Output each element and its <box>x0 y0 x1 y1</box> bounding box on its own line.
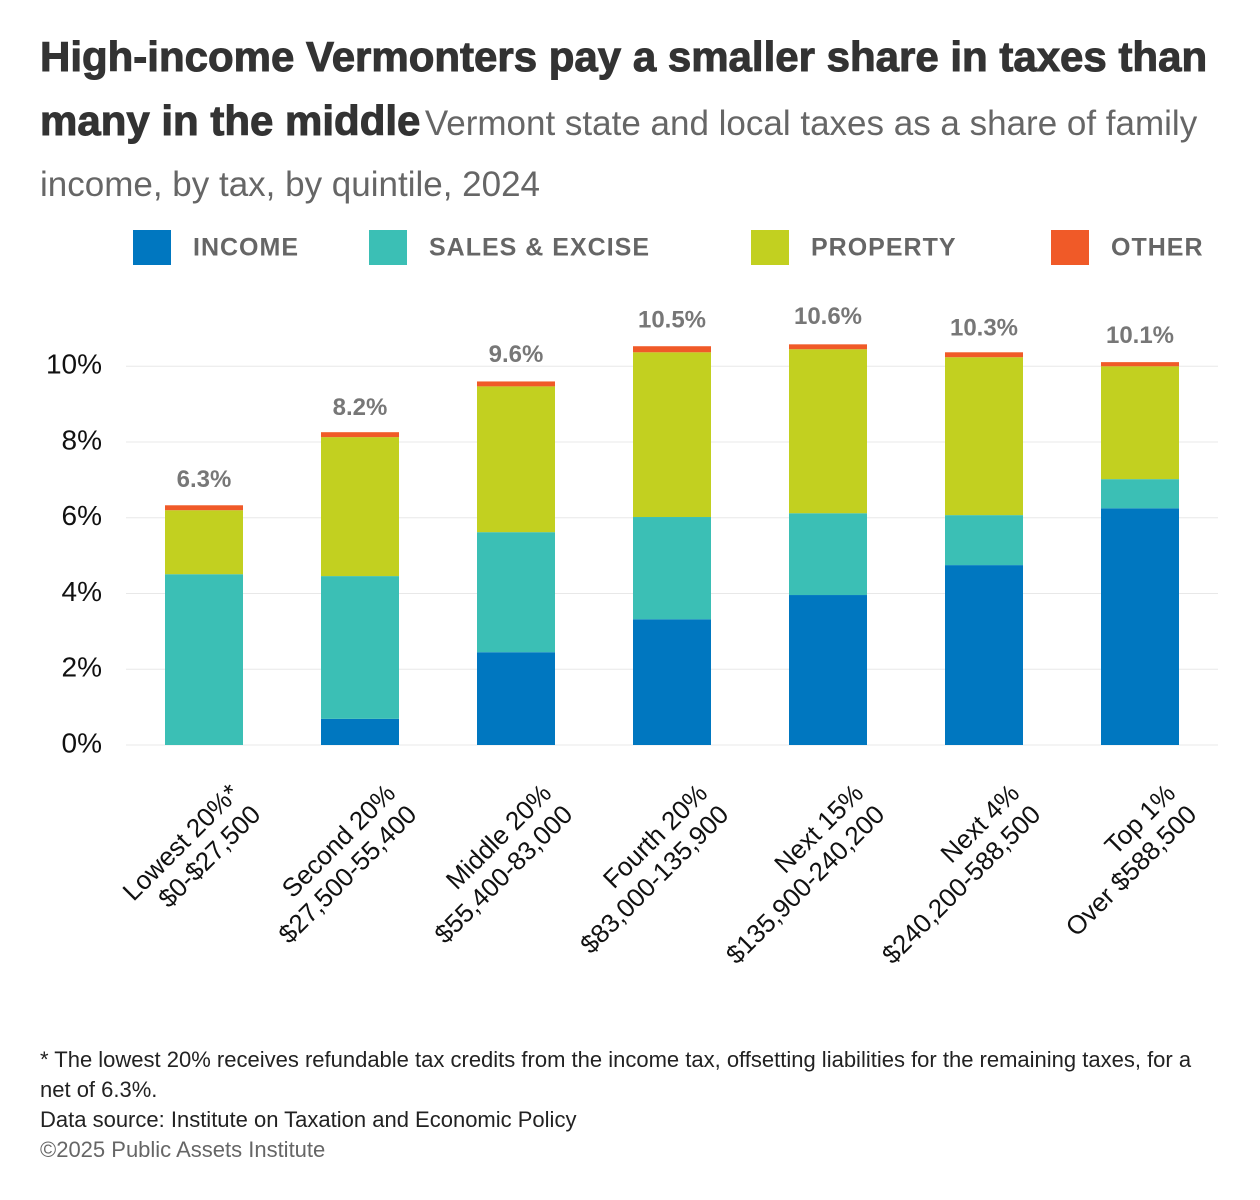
legend-swatch <box>1051 230 1089 265</box>
bar-segment <box>945 565 1023 745</box>
bar-segment <box>477 532 555 653</box>
total-label: 9.6% <box>489 341 544 368</box>
bar-segment <box>789 349 867 514</box>
bar-segment <box>633 352 711 518</box>
bar-segment <box>321 432 399 438</box>
total-label: 10.3% <box>950 314 1018 341</box>
header: High-income Vermonters pay a smaller sha… <box>39 30 1230 219</box>
x-tick-label-group: Next 4%$240,200-588,500 <box>876 778 1046 970</box>
y-tick-label: 2% <box>62 652 102 683</box>
bar-segment <box>165 510 243 575</box>
source: Data source: Institute on Taxation and E… <box>40 1107 577 1132</box>
bar-segment <box>477 652 555 745</box>
y-tick-label: 10% <box>46 349 102 380</box>
x-tick-label-group: Fourth 20%$83,000-135,900 <box>574 778 734 959</box>
legend-label: INCOME <box>193 234 299 262</box>
legend-label: OTHER <box>1111 234 1204 262</box>
bar-segment <box>633 346 711 353</box>
bar-segment <box>945 352 1023 358</box>
bar-segment <box>789 513 867 596</box>
total-label: 10.1% <box>1106 322 1174 349</box>
bar-segment <box>633 517 711 620</box>
bar-segment <box>477 381 555 387</box>
bar-segment <box>1101 366 1179 480</box>
total-label: 8.2% <box>333 394 388 421</box>
bar-segment <box>165 574 243 745</box>
bar-segment <box>1101 479 1179 509</box>
chart-subtitle: Vermont state and local taxes as a share… <box>40 104 1198 204</box>
bar-segment <box>165 505 243 511</box>
bar-segment <box>477 386 555 533</box>
bar-segment <box>321 437 399 577</box>
legend-label: PROPERTY <box>811 234 957 262</box>
bar-segment <box>789 595 867 745</box>
legend-swatch <box>369 230 407 265</box>
bar-segment <box>1101 362 1179 367</box>
x-tick-label-group: Top 1%Over $588,500 <box>1059 778 1202 942</box>
bar-segment <box>321 718 399 745</box>
x-tick-label-group: Middle 20%$55,400-83,000 <box>428 778 578 949</box>
bar-segment <box>633 619 711 745</box>
bar-segment <box>789 344 867 350</box>
bar-segment <box>321 576 399 719</box>
y-tick-label: 6% <box>62 500 102 531</box>
chart-title: High-income Vermonters pay a smaller sha… <box>39 33 1208 145</box>
legend-label: SALES & EXCISE <box>429 234 650 262</box>
bar-segment <box>945 357 1023 516</box>
y-tick-label: 0% <box>62 727 102 758</box>
chart: 0% 2% 4% 6% 8% 10% INCOME SALES & EXCISE PROPERT… <box>46 230 1218 970</box>
x-tick-label-group: Next 15%$135,900-240,200 <box>720 778 890 970</box>
y-tick-label: 4% <box>62 576 102 607</box>
total-label: 10.6% <box>794 303 862 330</box>
footnote: * The lowest 20% receives refundable tax… <box>40 1047 1192 1102</box>
legend-swatch <box>751 230 789 265</box>
total-label: 10.5% <box>638 307 706 334</box>
x-tick-label-group: Second 20%$27,500-55,400 <box>272 778 422 949</box>
legend-swatch <box>133 230 171 265</box>
notes: * The lowest 20% receives refundable tax… <box>40 1045 1220 1165</box>
bar-segment <box>1101 508 1179 745</box>
x-tick-label-group: Lowest 20%*$0-$27,500 <box>117 778 267 913</box>
total-label: 6.3% <box>177 466 232 493</box>
bar-segment <box>945 515 1023 566</box>
y-tick-label: 8% <box>62 424 102 455</box>
copyright: ©2025 Public Assets Institute <box>40 1137 326 1162</box>
